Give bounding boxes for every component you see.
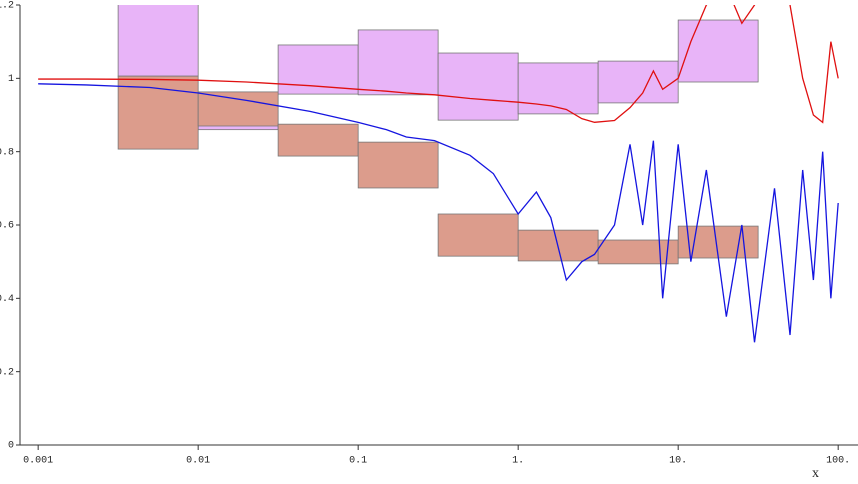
x-tick-label: 100. <box>826 456 850 467</box>
y-tick-label: 0.2 <box>0 367 14 378</box>
line <box>38 5 839 124</box>
range-box <box>677 19 759 83</box>
y-tick-label: 1 <box>8 74 14 85</box>
range-box <box>437 213 519 257</box>
y-tick-label: 0.4 <box>0 294 14 305</box>
y-tick-label: 0.6 <box>0 221 14 232</box>
y-tick-label: 0.8 <box>0 147 14 158</box>
x-tick-label: 0.001 <box>23 456 53 467</box>
range-box <box>597 60 679 104</box>
range-box <box>117 5 199 77</box>
range-box <box>277 123 359 157</box>
x-tick-label: 0.01 <box>186 456 210 467</box>
line <box>38 83 839 343</box>
y-tick-label: 0 <box>8 441 14 452</box>
x-tick-label: 1. <box>512 456 524 467</box>
x-tick-label: 10. <box>669 456 687 467</box>
y-tick-label: 1.2 <box>0 1 14 12</box>
x-tick-label: 0.1 <box>349 456 367 467</box>
x-axis-label: x <box>812 466 819 481</box>
plot-area <box>38 5 839 343</box>
range-box <box>357 29 439 96</box>
range-box <box>197 91 279 127</box>
range-box <box>437 52 519 121</box>
range-box <box>357 141 439 189</box>
range-box <box>517 62 599 115</box>
